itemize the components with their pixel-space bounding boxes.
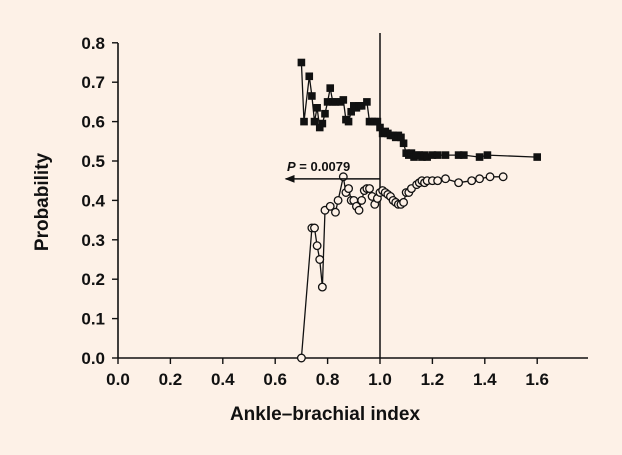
square-point [397,133,405,142]
square-point [357,102,366,110]
square-point [441,151,450,159]
square-point [323,98,332,106]
y-tick-label: 0.3 [81,231,105,250]
y-tick-label: 0.8 [81,34,105,53]
x-tick-label: 0.4 [211,370,235,389]
circle-point [317,282,327,292]
square-point [339,96,348,104]
circle-point [365,184,374,194]
x-tick-label: 0.8 [316,370,340,389]
axes [117,33,588,359]
y-tick-label: 0.7 [81,73,105,92]
x-tick-label: 1.4 [473,370,497,389]
p-value-annotation: P = 0.0079 [284,159,380,183]
y-tick-label: 0.2 [81,270,105,289]
x-tick-label: 0.2 [159,370,183,389]
square-point [533,153,541,161]
y-axis-ticks: 0.0 0.1 0.2 0.3 0.4 0.5 0.6 0.7 0.8 [81,34,118,368]
circle-point [467,176,477,186]
circle-point [498,172,508,182]
square-point [428,151,437,159]
circle-point [354,205,364,215]
square-point [483,151,492,159]
circle-point [296,353,306,363]
square-point [475,153,484,161]
x-tick-label: 1.2 [421,370,445,389]
y-tick-label: 0.0 [81,349,105,368]
p-symbol: P [287,159,296,174]
square-point [315,123,324,132]
series-1-line [300,62,538,159]
y-tick-label: 0.5 [81,152,105,171]
circle-point [325,201,335,211]
y-tick-label: 0.4 [81,191,105,210]
x-axis-title: Ankle–brachial index [230,404,421,425]
circle-point [485,172,495,182]
square-point [423,153,431,161]
square-point [308,92,316,100]
y-tick-label: 0.1 [81,310,105,329]
x-tick-label: 0.0 [106,370,130,389]
x-tick-label: 0.6 [263,370,287,389]
square-point [305,72,314,81]
series-markers [296,58,541,363]
square-point [344,117,353,126]
circle-point [333,195,343,205]
x-axis-ticks: 0.0 0.2 0.4 0.6 0.8 1.0 1.2 1.4 1.6 [106,358,549,389]
p-value-text: = 0.0079 [296,159,351,174]
x-tick-label: 1.0 [368,370,392,389]
square-point [363,98,371,106]
square-point [300,117,308,126]
square-point [326,84,335,92]
y-tick-label: 0.6 [81,113,105,132]
square-point [318,119,327,128]
square-point [331,98,340,106]
circle-point [441,174,450,184]
square-point [347,107,355,116]
circle-point [310,223,319,233]
circle-point [399,197,409,207]
circle-point [433,176,443,186]
square-point [454,151,463,159]
circle-point [315,255,325,264]
circle-point [344,184,354,194]
x-tick-label: 1.6 [525,370,549,389]
square-point [407,149,416,157]
square-point [297,58,306,67]
square-point [373,117,382,126]
square-point [460,151,468,159]
circle-point [454,178,464,188]
square-point [321,109,329,118]
p-value-label: P = 0.0079 [287,159,350,174]
square-point [310,117,319,126]
square-point [399,139,408,148]
circle-point [357,195,367,205]
square-point [376,123,384,132]
square-point [433,151,442,159]
circle-point [331,207,340,217]
circle-point [312,241,322,251]
y-axis-title: Probability [32,152,53,251]
circle-point [475,174,485,184]
square-point [313,104,321,112]
